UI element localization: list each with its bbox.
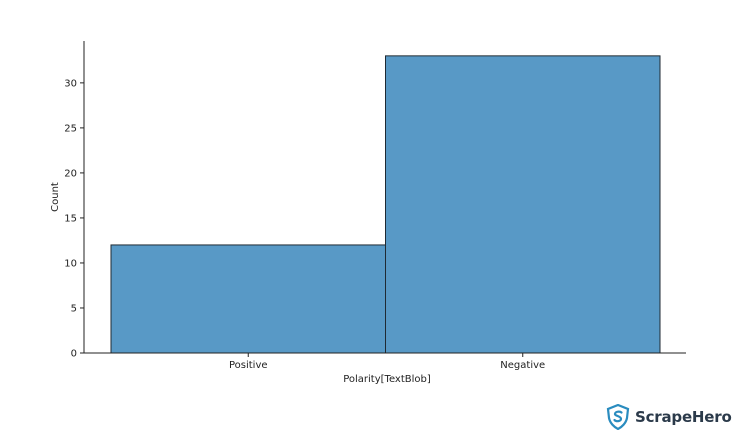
y-tick-label: 10 [64, 258, 77, 269]
y-axis-label: Count [50, 182, 61, 212]
scrapehero-watermark: ScrapeHero [606, 404, 732, 430]
shield-s-logo-icon [606, 404, 630, 430]
x-ticks-group: Positive Negative [229, 353, 545, 371]
y-tick-label: 30 [64, 78, 77, 89]
y-tick-label: 5 [71, 303, 77, 314]
y-tick-label: 25 [64, 123, 77, 134]
y-tick-label: 15 [64, 213, 77, 224]
y-ticks-group: 0 5 10 15 20 25 30 [64, 78, 84, 360]
bars-group [110, 55, 661, 354]
y-tick-label: 20 [64, 168, 77, 179]
x-tick-label-negative: Negative [500, 360, 545, 371]
bar-negative [385, 55, 661, 354]
watermark-text: ScrapeHero [635, 408, 732, 426]
x-tick-label-positive: Positive [229, 360, 268, 371]
bar-positive [110, 244, 386, 354]
x-axis-label: Polarity[TextBlob] [343, 374, 431, 385]
y-tick-label: 0 [71, 349, 77, 360]
